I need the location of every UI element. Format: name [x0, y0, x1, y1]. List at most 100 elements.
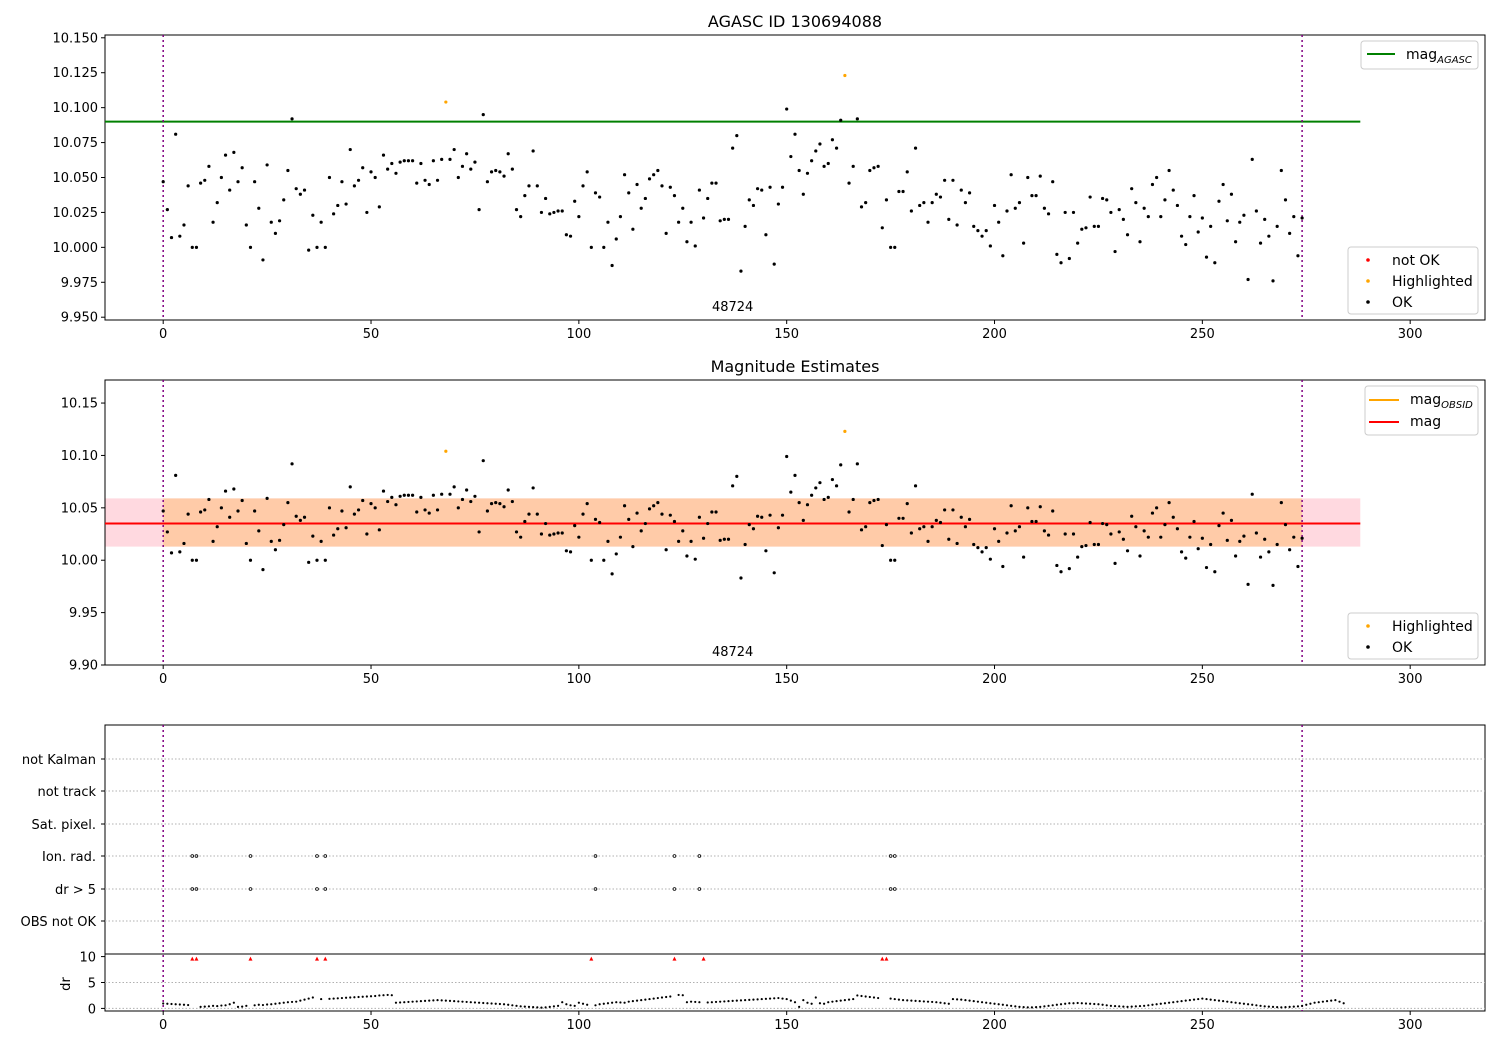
ok-point	[660, 512, 664, 516]
dr-point	[1284, 1006, 1287, 1009]
ok-point	[1038, 505, 1042, 509]
dr-point	[527, 1005, 531, 1008]
ok-point	[498, 170, 502, 174]
dr-point	[1292, 1005, 1295, 1008]
dr-point	[956, 998, 959, 1001]
chart-1-xtick-label-50: 50	[363, 672, 380, 687]
ok-point	[1300, 216, 1304, 220]
ok-point	[677, 539, 681, 543]
dr-point	[789, 999, 792, 1002]
ok-point	[1005, 531, 1009, 535]
ok-point	[1179, 550, 1184, 554]
flag-point	[315, 854, 319, 858]
ok-point	[552, 532, 556, 536]
flag-row-label-4: dr > 5	[55, 883, 96, 898]
legend-line-label-0: magOBSID	[1410, 392, 1473, 411]
dr-point	[748, 998, 751, 1001]
ok-point	[269, 220, 273, 224]
ok-point	[228, 188, 232, 192]
dr-point	[1342, 1002, 1345, 1005]
ok-point	[1017, 525, 1022, 529]
ok-point	[689, 220, 693, 224]
dr-point	[178, 1003, 181, 1006]
dr-point	[1313, 1001, 1316, 1004]
chart-1-ytick-label-5: 10.15	[61, 397, 98, 412]
flag-point	[194, 887, 199, 891]
ok-point	[627, 517, 631, 521]
dr-point	[411, 1000, 414, 1003]
ok-point	[834, 484, 839, 488]
ok-point	[361, 166, 365, 170]
dr-clipped-marker	[880, 956, 885, 961]
ok-point	[277, 219, 282, 223]
ok-point	[701, 536, 706, 540]
dr-point	[1184, 999, 1187, 1002]
ok-point	[431, 159, 435, 163]
ok-point	[913, 146, 918, 150]
dr-point	[1134, 1005, 1137, 1008]
ok-point	[240, 166, 244, 170]
ok-point	[639, 529, 643, 533]
ok-point	[656, 500, 660, 505]
chart-1-xtick-label-150: 150	[774, 672, 799, 687]
ok-point	[1217, 199, 1221, 203]
ok-point	[232, 487, 236, 491]
ok-point	[282, 522, 286, 527]
ok-point	[701, 216, 706, 220]
ok-point	[868, 500, 872, 505]
ok-point	[1125, 233, 1130, 237]
ok-point	[1034, 519, 1038, 524]
ok-point	[1229, 518, 1234, 523]
dr-point	[901, 999, 905, 1002]
ok-point	[851, 497, 855, 502]
ok-point	[169, 235, 174, 240]
dr-point	[486, 1002, 489, 1005]
ok-point	[789, 490, 793, 494]
dr-clipped-marker	[672, 956, 677, 961]
chart-0-ytick-label-4: 10.050	[53, 171, 99, 186]
ok-point	[332, 212, 336, 216]
ok-point	[186, 184, 190, 188]
ok-point	[1258, 241, 1263, 245]
mag-obsid-band	[163, 498, 1303, 547]
ok-point	[489, 502, 494, 506]
ok-point	[510, 499, 514, 504]
ok-point	[1279, 168, 1283, 173]
ok-point	[598, 520, 602, 525]
flag-point	[593, 854, 598, 858]
ok-point	[419, 495, 423, 499]
flag-point	[248, 887, 253, 891]
dr-point	[320, 997, 323, 1001]
dr-point	[436, 999, 439, 1002]
agasc-magnitude-panel: 9.950 9.975 10.000 10.025 10.050 10.075 10.100…	[53, 12, 1486, 342]
dr-point	[1059, 1003, 1063, 1006]
dr-point	[968, 999, 971, 1002]
ok-point	[1296, 254, 1300, 258]
ok-point	[1059, 261, 1063, 265]
ok-point	[440, 492, 444, 496]
ok-point	[1159, 535, 1163, 539]
dr-point	[1072, 1002, 1075, 1005]
ok-point	[161, 180, 165, 184]
ok-point	[889, 558, 893, 562]
chart-1-ytick-label-4: 10.10	[61, 449, 98, 464]
ok-point	[519, 535, 523, 539]
dr-point	[382, 994, 385, 997]
dr-point	[1305, 1003, 1308, 1006]
dr-point	[1109, 1004, 1113, 1007]
dr-point	[174, 1003, 177, 1006]
dr-point	[943, 1002, 946, 1005]
ok-point	[223, 489, 228, 493]
ok-point	[194, 558, 199, 562]
flag-point	[323, 887, 328, 891]
ok-point	[369, 502, 373, 506]
ok-point	[610, 572, 614, 576]
dr-point	[635, 999, 639, 1002]
dr-point	[764, 997, 768, 1000]
ok-point	[1042, 206, 1046, 210]
axes-frame	[104, 379, 1486, 666]
ok-point	[365, 532, 369, 536]
ok-point	[639, 206, 643, 210]
dr-point	[236, 1005, 240, 1008]
chart-1-ytick-label-2: 10.00	[61, 554, 98, 569]
